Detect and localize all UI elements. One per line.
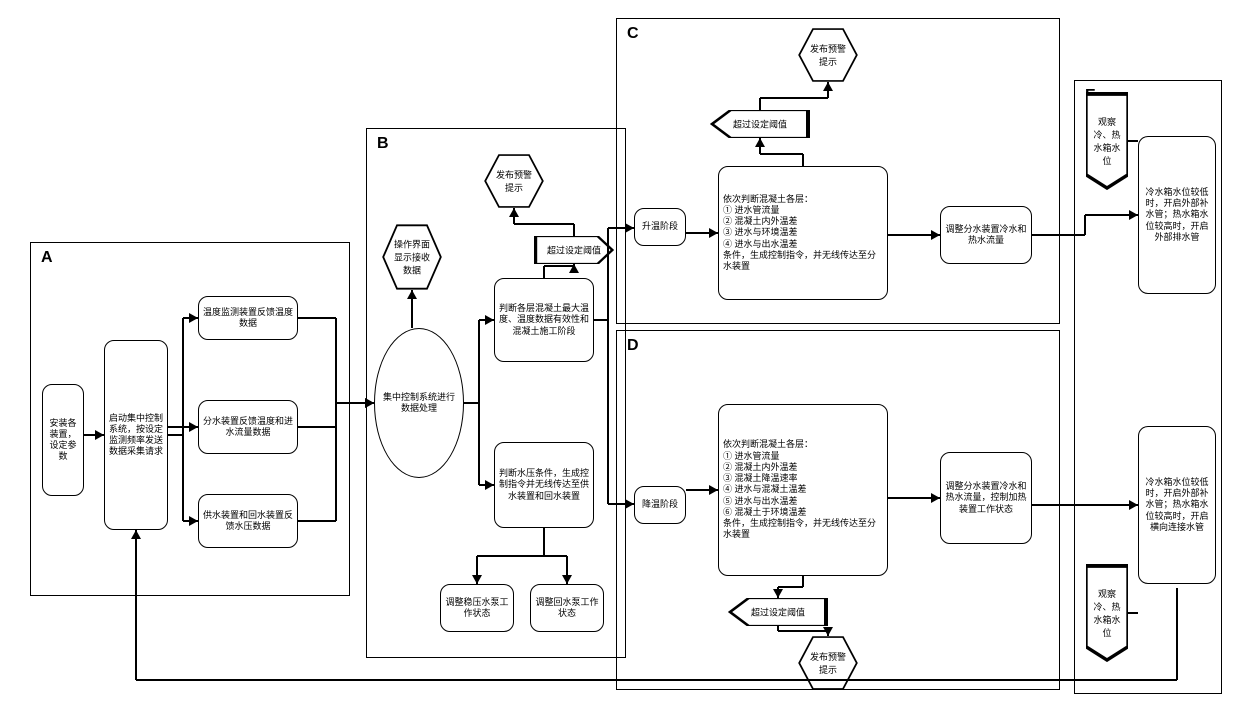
panel-label-C: C	[627, 25, 639, 43]
node-b_j1: 判断各层混凝土最大温度、温度数据有效性和混凝土施工阶段	[494, 278, 594, 362]
node-text: 依次判断混凝土各层： ① 进水管流量 ② 混凝土内外温差 ③ 混凝土降温速率 ④…	[723, 439, 883, 540]
node-e_r2: 冷水箱水位较低时，开启外部补水管；热水箱水位较高时，开启横向连接水管	[1138, 426, 1216, 584]
node-c_core: 依次判断混凝土各层： ① 进水管流量 ② 混凝土内外温差 ③ 进水与环境温差 ④…	[718, 166, 888, 300]
node-b_oper: 操作界面显示接收数据	[382, 224, 442, 290]
node-text: 冷水箱水位较低时，开启外部补水管；热水箱水位较高时，开启横向连接水管	[1143, 477, 1211, 533]
node-text: 发布预警提示	[807, 650, 849, 676]
node-a4: 分水装置反馈温度和进水流量数据	[198, 400, 298, 454]
node-c_phase: 升温阶段	[634, 208, 686, 246]
node-d_core: 依次判断混凝土各层： ① 进水管流量 ② 混凝土内外温差 ③ 混凝土降温速率 ④…	[718, 404, 888, 576]
node-text: 调整分水装置冷水和热水流量，控制加热装置工作状态	[945, 481, 1027, 515]
panel-label-D: D	[627, 337, 639, 355]
node-text: 超过设定阈值	[743, 606, 813, 619]
node-text: 发布预警提示	[493, 168, 535, 194]
node-text: 降温阶段	[639, 499, 681, 510]
node-text: 升温阶段	[639, 221, 681, 232]
node-a5: 供水装置和回水装置反馈水压数据	[198, 494, 298, 548]
node-e_obs1: 观察冷、热水箱水位	[1086, 92, 1128, 190]
node-d_adj: 调整分水装置冷水和热水流量，控制加热装置工作状态	[940, 452, 1032, 544]
node-b_warn: 发布预警提示	[484, 154, 544, 208]
node-d_thr: 超过设定阈值	[728, 598, 828, 626]
node-e_r1: 冷水箱水位较低时，开启外部补水管；热水箱水位较高时，开启外部排水管	[1138, 136, 1216, 294]
node-b_ell: 集中控制系统进行数据处理	[374, 328, 464, 478]
node-text: 依次判断混凝土各层： ① 进水管流量 ② 混凝土内外温差 ③ 进水与环境温差 ④…	[723, 194, 883, 273]
node-text: 分水装置反馈温度和进水流量数据	[203, 416, 293, 439]
node-text: 判断水压条件，生成控制指令并无线传达至供水装置和回水装置	[499, 468, 589, 502]
node-text: 超过设定阈值	[546, 244, 602, 257]
node-text: 安装各装置，设定参数	[47, 418, 79, 463]
node-b_adj2: 调整回水泵工作状态	[530, 584, 604, 632]
node-e_obs2: 观察冷、热水箱水位	[1086, 564, 1128, 662]
node-a2: 启动集中控制系统，按设定监测频率发送数据采集请求	[104, 340, 168, 530]
node-text: 启动集中控制系统，按设定监测频率发送数据采集请求	[109, 413, 163, 458]
node-b_adj1: 调整稳压水泵工作状态	[440, 584, 514, 632]
panel-label-A: A	[41, 249, 53, 267]
node-c_warn: 发布预警提示	[798, 28, 858, 82]
node-text: 调整回水泵工作状态	[535, 597, 599, 620]
node-text: 发布预警提示	[807, 42, 849, 68]
node-text: 供水装置和回水装置反馈水压数据	[203, 510, 293, 533]
node-a3: 温度监测装置反馈温度数据	[198, 296, 298, 340]
node-text: 判断各层混凝土最大温度、温度数据有效性和混凝土施工阶段	[499, 303, 589, 337]
node-text: 冷水箱水位较低时，开启外部补水管；热水箱水位较高时，开启外部排水管	[1143, 187, 1211, 243]
node-d_warn: 发布预警提示	[798, 636, 858, 690]
panel-label-B: B	[377, 135, 389, 153]
node-text: 观察冷、热水箱水位	[1092, 115, 1121, 167]
node-c_adj: 调整分水装置冷水和热水流量	[940, 206, 1032, 264]
node-text: 观察冷、热水箱水位	[1092, 587, 1121, 639]
node-text: 集中控制系统进行数据处理	[379, 392, 459, 415]
node-b_j2: 判断水压条件，生成控制指令并无线传达至供水装置和回水装置	[494, 442, 594, 528]
node-d_phase: 降温阶段	[634, 486, 686, 524]
node-text: 温度监测装置反馈温度数据	[203, 307, 293, 330]
node-text: 超过设定阈值	[725, 118, 795, 131]
node-c_thr: 超过设定阈值	[710, 110, 810, 138]
node-text: 调整稳压水泵工作状态	[445, 597, 509, 620]
node-text: 操作界面显示接收数据	[391, 238, 433, 277]
node-text: 调整分水装置冷水和热水流量	[945, 224, 1027, 247]
node-a1: 安装各装置，设定参数	[42, 384, 84, 496]
node-b_thr: 超过设定阈值	[534, 236, 614, 264]
